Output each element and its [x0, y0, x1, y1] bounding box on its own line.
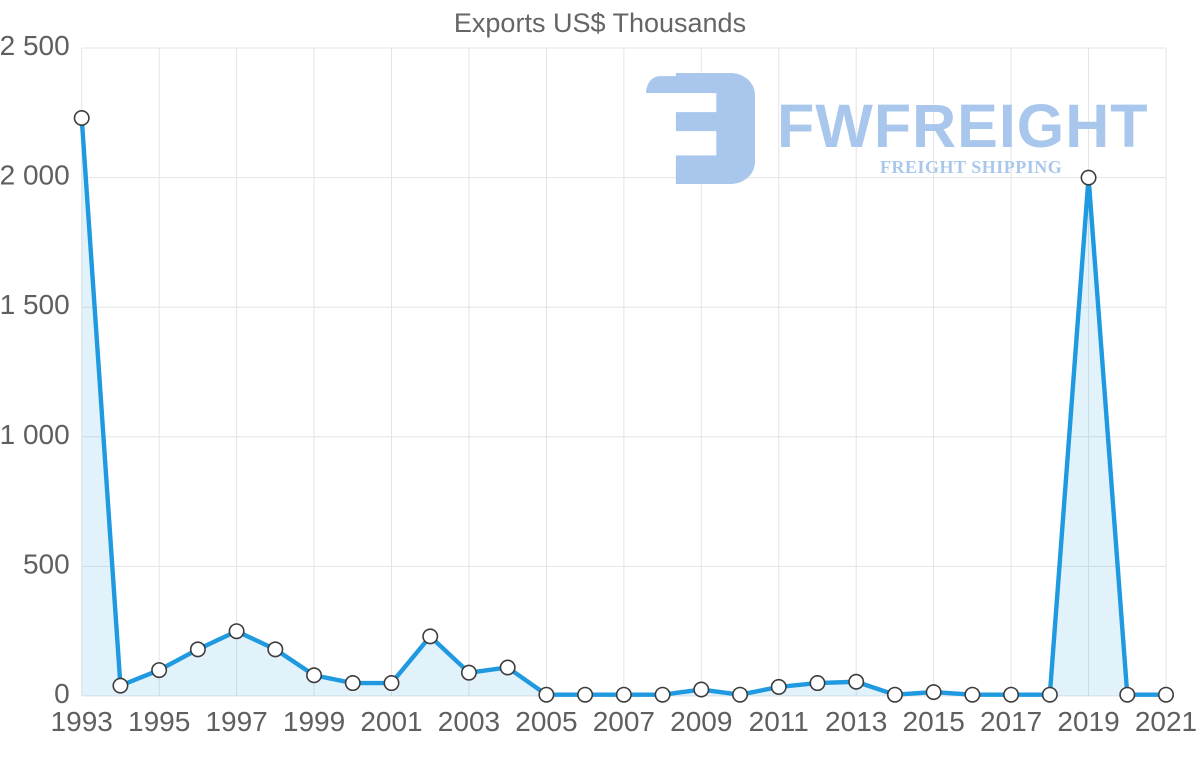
svg-text:1997: 1997 — [205, 706, 267, 737]
svg-text:1999: 1999 — [283, 706, 345, 737]
svg-text:2005: 2005 — [515, 706, 577, 737]
svg-text:2021: 2021 — [1135, 706, 1197, 737]
svg-text:2009: 2009 — [670, 706, 732, 737]
svg-text:0: 0 — [54, 678, 70, 709]
svg-text:1995: 1995 — [128, 706, 190, 737]
svg-text:2011: 2011 — [749, 706, 809, 737]
svg-text:2007: 2007 — [593, 706, 655, 737]
svg-text:2003: 2003 — [438, 706, 500, 737]
svg-text:2017: 2017 — [980, 706, 1042, 737]
svg-text:1 000: 1 000 — [0, 419, 70, 450]
svg-text:2013: 2013 — [825, 706, 887, 737]
svg-text:1 500: 1 500 — [0, 289, 70, 320]
svg-text:2019: 2019 — [1057, 706, 1119, 737]
svg-text:2001: 2001 — [360, 706, 422, 737]
svg-text:1993: 1993 — [51, 706, 113, 737]
svg-text:2015: 2015 — [903, 706, 965, 737]
svg-text:500: 500 — [23, 548, 70, 579]
svg-text:FWFREIGHT: FWFREIGHT — [777, 92, 1149, 160]
svg-text:FREIGHT SHIPPING: FREIGHT SHIPPING — [880, 157, 1062, 177]
svg-text:2 000: 2 000 — [0, 160, 70, 191]
